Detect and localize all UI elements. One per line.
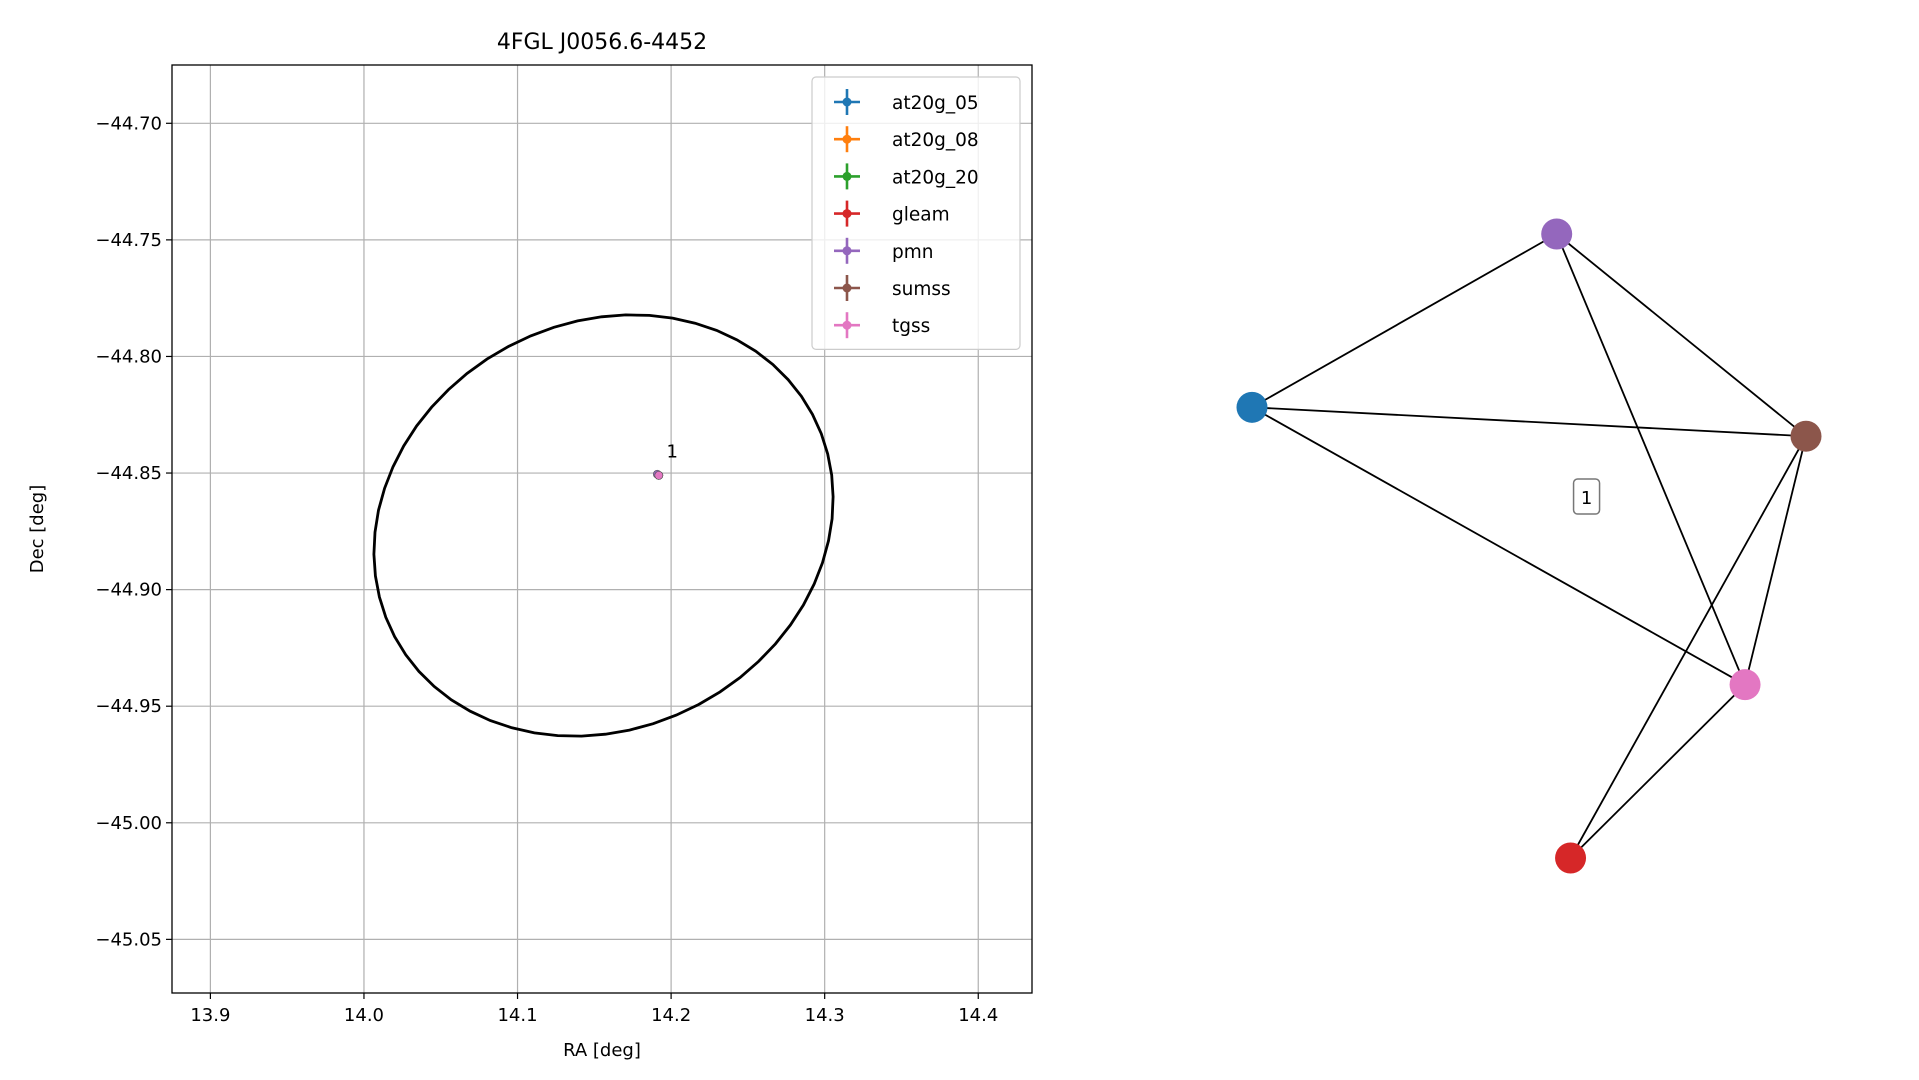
y-tick-label: −44.95 <box>95 696 162 717</box>
network-edges <box>1251 233 1807 859</box>
edge-at20g_05-pmn <box>1251 233 1558 409</box>
x-tick-label: 14.0 <box>344 1005 384 1026</box>
edge-pmn-sumss <box>1556 233 1807 437</box>
legend-marker <box>842 97 852 107</box>
sky-map-panel: 1 13.9 14.0 14.1 14.2 14.3 14.4 −44.70−44.75−… <box>27 30 1033 1061</box>
legend-label: gleam <box>892 205 950 226</box>
localization-ellipse-layer <box>372 313 835 738</box>
network-panel: 1 <box>1236 218 1822 874</box>
y-tick-label: −44.90 <box>95 580 162 601</box>
y-axis-label: Dec [deg] <box>27 485 48 574</box>
node-tgss <box>1729 669 1761 701</box>
node-at20g_05 <box>1236 391 1268 423</box>
cluster-label: 1 <box>1581 488 1592 509</box>
x-axis-ticks: 13.9 14.0 14.1 14.2 14.3 14.4 <box>190 993 998 1026</box>
legend-marker <box>842 283 852 293</box>
legend-entry-sumss: sumss <box>834 275 951 301</box>
chart-title: 4FGL J0056.6-4452 <box>497 30 707 55</box>
legend-label: tgss <box>892 316 930 337</box>
legend-label: at20g_20 <box>892 167 979 188</box>
x-tick-label: 14.4 <box>958 1005 998 1026</box>
legend-entry-at20g_08: at20g_08 <box>834 126 979 153</box>
x-tick-label: 13.9 <box>190 1005 230 1026</box>
annotation-layer: 1 <box>667 441 678 462</box>
legend-marker <box>842 320 852 330</box>
legend-marker <box>842 209 852 219</box>
x-axis-label: RA [deg] <box>563 1040 641 1061</box>
point-annotation: 1 <box>667 441 678 462</box>
y-tick-label: −44.75 <box>95 230 162 251</box>
x-tick-label: 14.2 <box>651 1005 691 1026</box>
source-points-layer <box>652 469 664 480</box>
legend-entry-pmn: pmn <box>834 237 934 264</box>
edge-at20g_05-tgss <box>1251 406 1746 686</box>
cluster-label-box <box>1572 478 1601 515</box>
node-gleam <box>1555 842 1587 874</box>
localization-ellipse <box>372 313 835 738</box>
legend-label: pmn <box>892 242 934 263</box>
axes-frame <box>171 64 1033 994</box>
edge-tgss-gleam <box>1569 684 1746 859</box>
edge-sumss-tgss <box>1744 436 1807 685</box>
y-axis-ticks: −44.70 −44.75 −44.80 −44.85 −44.90 −44.95 −45.… <box>95 113 172 950</box>
data-point-tgss <box>654 471 664 480</box>
y-tick-label: −44.85 <box>95 463 162 484</box>
x-tick-label: 14.1 <box>497 1005 537 1026</box>
x-tick-label: 14.3 <box>805 1005 845 1026</box>
edge-sumss-gleam <box>1569 435 1807 859</box>
node-sumss <box>1790 420 1822 452</box>
y-tick-label: −44.70 <box>95 113 162 134</box>
y-tick-label: −45.00 <box>95 813 162 834</box>
legend-box <box>811 76 1021 350</box>
legend-entry-tgss: tgss <box>834 312 930 339</box>
legend-label: at20g_05 <box>892 93 979 114</box>
y-tick-label: −45.05 <box>95 929 162 950</box>
legend-marker <box>842 246 852 256</box>
edge-at20g_05-sumss <box>1251 406 1807 438</box>
edge-pmn-tgss <box>1555 233 1746 686</box>
legend-entry-gleam: gleam <box>834 200 950 227</box>
legend-entry-at20g_20: at20g_20 <box>834 163 979 190</box>
cluster-label-layer: 1 <box>1572 478 1601 515</box>
legend-entry-at20g_05: at20g_05 <box>834 89 979 115</box>
network-nodes <box>1236 218 1822 874</box>
legend-label: sumss <box>892 279 951 300</box>
y-tick-label: −44.80 <box>95 346 162 367</box>
node-pmn <box>1541 218 1573 250</box>
legend-marker <box>842 171 852 181</box>
legend-marker <box>842 134 852 144</box>
legend-label: at20g_08 <box>892 130 979 151</box>
